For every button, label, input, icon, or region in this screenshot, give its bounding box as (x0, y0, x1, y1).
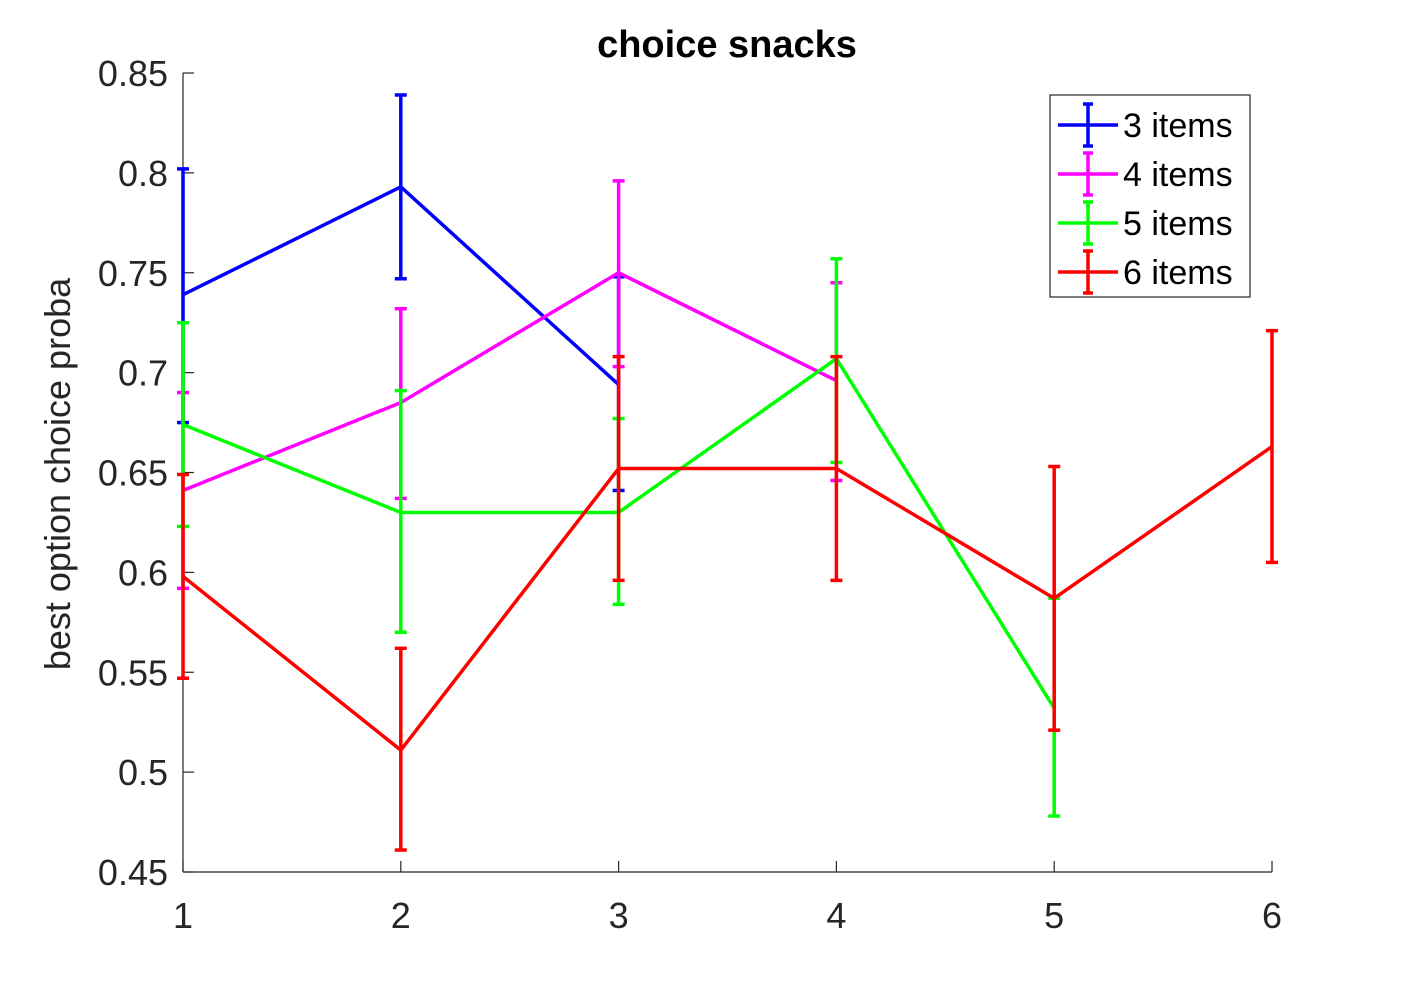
legend-entry: 6 items (1058, 249, 1233, 295)
legend-entry: 4 items (1058, 151, 1233, 197)
y-tick-label: 0.85 (98, 53, 168, 94)
legend-entry: 3 items (1058, 102, 1233, 148)
series-6-items (177, 328, 1278, 852)
y-tick-label: 0.6 (118, 552, 168, 593)
y-tick-label: 0.8 (118, 153, 168, 194)
axes: 1 2 3 4 5 6 0.45 0.5 0.55 0.6 0.65 0.7 0.75 0.8 0.85 (98, 53, 1282, 936)
x-tick-label: 1 (173, 895, 193, 936)
y-tick-label: 0.45 (98, 852, 168, 893)
y-axis-label: best option choice proba (37, 277, 78, 670)
x-tick-label: 5 (1044, 895, 1064, 936)
y-tick-label: 0.65 (98, 453, 168, 494)
x-tick-label: 2 (391, 895, 411, 936)
legend-entry: 5 items (1058, 200, 1233, 246)
legend: 3 items 4 items 5 items 6 items (1049, 94, 1251, 298)
legend-label: 3 items (1123, 107, 1233, 145)
chart-title: choice snacks (597, 24, 857, 66)
x-tick-label: 4 (826, 895, 846, 936)
series-line (182, 270, 838, 493)
x-tick-label: 6 (1262, 895, 1282, 936)
y-tick-label: 0.75 (98, 253, 168, 294)
plot-area (177, 93, 1278, 852)
y-tick-label: 0.5 (118, 752, 168, 793)
legend-label: 4 items (1123, 156, 1233, 194)
series-line (181, 445, 1274, 753)
legend-label: 6 items (1123, 254, 1233, 292)
series-4-items (177, 179, 843, 591)
legend-label: 5 items (1123, 205, 1233, 243)
x-tick-label: 3 (609, 895, 629, 936)
y-tick-label: 0.55 (98, 652, 168, 693)
y-tick-label: 0.7 (118, 353, 168, 394)
